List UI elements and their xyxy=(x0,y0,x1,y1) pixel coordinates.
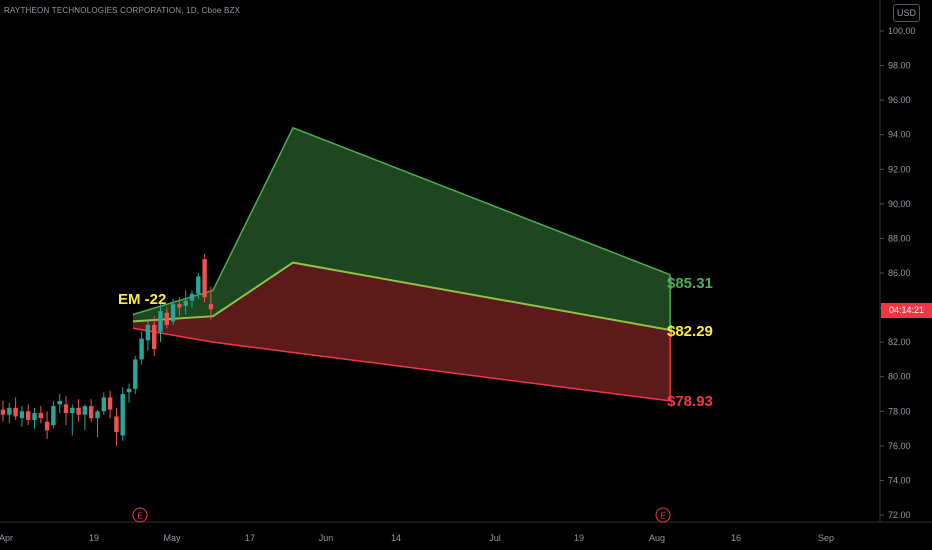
time-tick-label: 17 xyxy=(245,533,255,543)
candle-body xyxy=(126,388,132,393)
time-tick-label: Sep xyxy=(818,533,834,543)
candle-body xyxy=(76,407,81,415)
price-tick-label: 86.00 xyxy=(888,268,911,278)
time-tick-label: 19 xyxy=(574,533,584,543)
time-tick-label: May xyxy=(163,533,181,543)
chart-annotation-label: $85.31 xyxy=(667,275,713,292)
price-tick-label: 82.00 xyxy=(888,337,911,347)
candle-body xyxy=(82,406,88,415)
price-tick-label: 100.00 xyxy=(888,26,916,36)
time-tick-label: Aug xyxy=(649,533,665,543)
candle-body xyxy=(32,413,37,420)
price-tick-label: 72.00 xyxy=(888,510,911,520)
price-tick-label: 92.00 xyxy=(888,164,911,174)
candle-body xyxy=(202,259,207,298)
candle-body xyxy=(120,394,125,436)
chart-annotation-label: EM -22 xyxy=(118,291,166,308)
candle-body xyxy=(57,400,62,405)
time-tick-label: Apr xyxy=(0,533,13,543)
expected-move-bands xyxy=(132,126,671,402)
price-tick-label: 88.00 xyxy=(888,233,911,243)
candle-body xyxy=(19,411,25,419)
last-price-tag: 04:14:21 xyxy=(881,303,932,318)
price-tick-label: 76.00 xyxy=(888,441,911,451)
candle-body xyxy=(95,411,100,419)
lower-band-fill xyxy=(133,262,671,401)
candle-body xyxy=(114,416,119,433)
price-tick-label: 96.00 xyxy=(888,95,911,105)
time-tick-label: 16 xyxy=(731,533,741,543)
price-tick-label: 80.00 xyxy=(888,372,911,382)
candle-body xyxy=(38,413,43,419)
price-tick-label: 98.00 xyxy=(888,61,911,71)
time-tick-label: Jul xyxy=(489,533,501,543)
time-axis[interactable]: Apr 19 May 17 Jun 14 Jul 19 Aug 16 Sep xyxy=(0,533,834,543)
candle-body xyxy=(13,407,18,417)
candle-body xyxy=(196,276,201,294)
candle-body xyxy=(101,397,106,412)
chart-annotation-label: $82.29 xyxy=(667,323,713,340)
candle-body xyxy=(26,411,31,420)
chart-annotation-label: $78.93 xyxy=(667,393,713,410)
candle-body xyxy=(164,312,169,325)
candlestick-series xyxy=(0,253,214,446)
candle-body xyxy=(89,406,94,419)
candle-body xyxy=(152,324,157,350)
time-tick-label: 14 xyxy=(391,533,401,543)
earnings-marker-label: E xyxy=(660,512,665,521)
earnings-marker-label: E xyxy=(137,512,142,521)
price-tick-label: 90.00 xyxy=(888,199,911,209)
candle-body xyxy=(63,404,69,414)
candle-body xyxy=(139,338,144,360)
chart-annotations: EM -22 $85.31 $82.29 $78.93 xyxy=(118,275,713,410)
time-tick-label: 19 xyxy=(89,533,99,543)
candle-body xyxy=(51,406,56,426)
candle-body xyxy=(70,407,75,414)
price-tick-label: 94.00 xyxy=(888,130,911,140)
earnings-marker-circle xyxy=(655,507,671,523)
candle-body xyxy=(183,300,188,306)
candle-body xyxy=(7,407,12,415)
symbol-title: RAYTHEON TECHNOLOGIES CORPORATION, 1D, C… xyxy=(4,6,241,15)
candle-body xyxy=(133,359,138,389)
candle-body xyxy=(208,304,214,310)
candle-body xyxy=(158,311,163,332)
candle-body xyxy=(0,409,6,415)
candle-body xyxy=(189,293,195,301)
candle-body xyxy=(177,304,182,308)
currency-button[interactable]: USD xyxy=(893,4,920,22)
candle-body xyxy=(107,397,113,410)
earnings-marker-circle xyxy=(132,507,148,523)
lower-band-line xyxy=(132,327,671,402)
candle-body xyxy=(145,324,151,341)
price-tick-label: 74.00 xyxy=(888,475,911,485)
candle-body xyxy=(170,304,176,322)
price-tick-label: 78.00 xyxy=(888,406,911,416)
candle-body xyxy=(44,421,50,431)
time-tick-label: Jun xyxy=(319,533,334,543)
price-axis[interactable]: 100.00 98.00 96.00 94.00 92.00 90.00 88.00 86.0… xyxy=(880,26,916,520)
